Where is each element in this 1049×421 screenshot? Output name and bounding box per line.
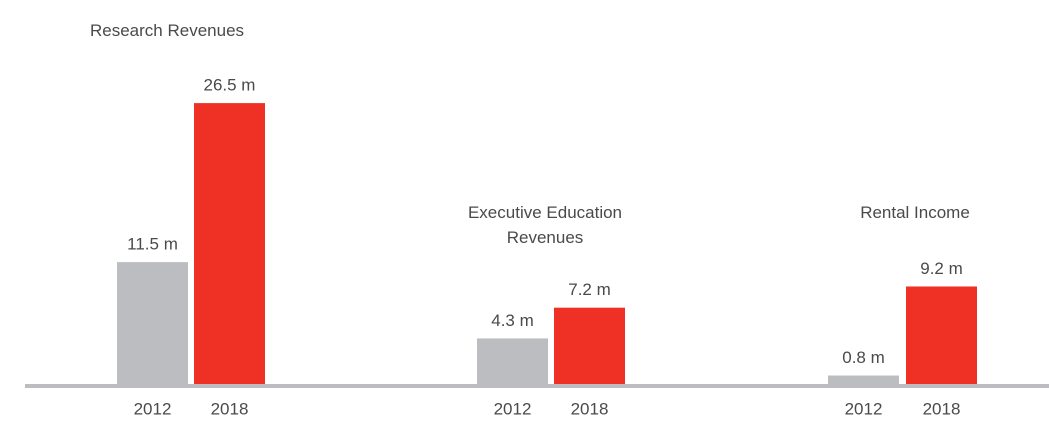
x-tick-label: 2018 [923,399,961,418]
bar [554,307,625,384]
bar [477,338,548,384]
bar [906,286,977,384]
x-tick-label: 2018 [571,399,609,418]
value-label: 9.2 m [920,259,963,278]
group-title: Research Revenues [90,21,245,40]
bar [194,103,265,384]
bar [828,375,899,384]
bar [117,262,188,384]
value-label: 7.2 m [568,280,611,299]
x-tick-label: 2012 [494,399,532,418]
group-title: Executive Education Revenues [467,203,623,247]
value-label: 0.8 m [842,348,885,367]
value-label: 4.3 m [491,311,534,330]
x-tick-label: 2012 [845,399,883,418]
value-label: 26.5 m [204,76,256,95]
group-title: Rental Income [860,203,970,222]
x-tick-label: 2012 [134,399,172,418]
x-tick-label: 2018 [211,399,249,418]
value-label: 11.5 m [127,235,178,254]
